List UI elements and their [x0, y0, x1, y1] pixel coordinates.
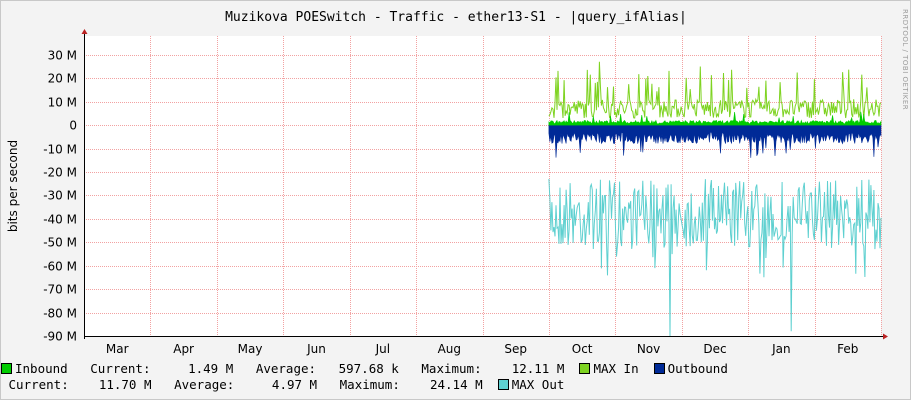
x-tick-label: Feb	[837, 342, 858, 356]
x-tick-label: Nov	[637, 342, 660, 356]
legend-stats-text	[639, 361, 654, 376]
y-tick-label: -90 M	[43, 330, 77, 344]
x-tick-label: Dec	[703, 342, 726, 356]
series-inbound-area	[548, 111, 882, 126]
legend-swatch-outbound	[653, 363, 665, 374]
legend-swatch-max-in	[579, 363, 591, 374]
legend-swatch-max-out	[497, 379, 509, 390]
rrdtool-watermark: RRDTOOL / TOBI OETIKER	[901, 9, 909, 110]
legend-swatch-inbound	[1, 363, 12, 374]
x-tick-label: Aug	[438, 342, 461, 356]
series-outbound-area	[548, 124, 882, 158]
y-tick-label: -10 M	[43, 143, 77, 157]
series-max-in-line	[548, 61, 882, 119]
legend-label-max-out: MAX Out	[511, 377, 565, 392]
legend-label-max-in: MAX In	[593, 361, 639, 376]
series-max-out-line	[548, 178, 882, 337]
legend-row-1: Inbound Current: 1.49 M Average: 597.68 …	[1, 361, 728, 377]
x-tick-label: Apr	[173, 342, 194, 356]
x-tick-label: Oct	[572, 342, 593, 356]
y-tick-label: -50 M	[43, 236, 77, 250]
legend-label-outbound: Outbound	[667, 361, 728, 376]
y-axis-label: bits per second	[6, 140, 20, 232]
y-tick-label: -80 M	[43, 307, 77, 321]
x-tick-label: May	[238, 342, 263, 356]
y-tick-label: -70 M	[43, 283, 77, 297]
legend-label-inbound: Inbound	[15, 361, 68, 376]
y-tick-label: -30 M	[43, 189, 77, 203]
chart-title: Muzikova POESwitch - Traffic - ether13-S…	[225, 10, 687, 25]
plot-area	[84, 36, 881, 336]
x-tick-label: Mar	[106, 342, 129, 356]
x-tick-label: Jan	[771, 342, 791, 356]
x-tick-label: Jun	[306, 342, 326, 356]
y-tick-label: 20 M	[48, 72, 77, 86]
y-tick-label: -60 M	[43, 260, 77, 274]
legend-row-2: Current: 11.70 M Average: 4.97 M Maximum…	[1, 377, 565, 393]
traffic-chart: Muzikova POESwitch - Traffic - ether13-S…	[6, 9, 909, 356]
y-tick-label: 0	[69, 119, 77, 133]
y-tick-label: -20 M	[43, 166, 77, 180]
legend-stats-text: Current: 11.70 M Average: 4.97 M Maximum…	[1, 377, 498, 392]
x-tick-label: Sep	[504, 342, 527, 356]
y-tick-label: 30 M	[48, 49, 77, 63]
x-axis-arrow	[883, 333, 888, 340]
legend-stats-text: Current: 1.49 M Average: 597.68 k Maximu…	[67, 361, 580, 376]
x-tick-label: Jul	[375, 342, 390, 356]
y-axis-arrow	[81, 29, 88, 34]
y-tick-label: -40 M	[43, 213, 77, 227]
y-tick-label: 10 M	[48, 96, 77, 110]
